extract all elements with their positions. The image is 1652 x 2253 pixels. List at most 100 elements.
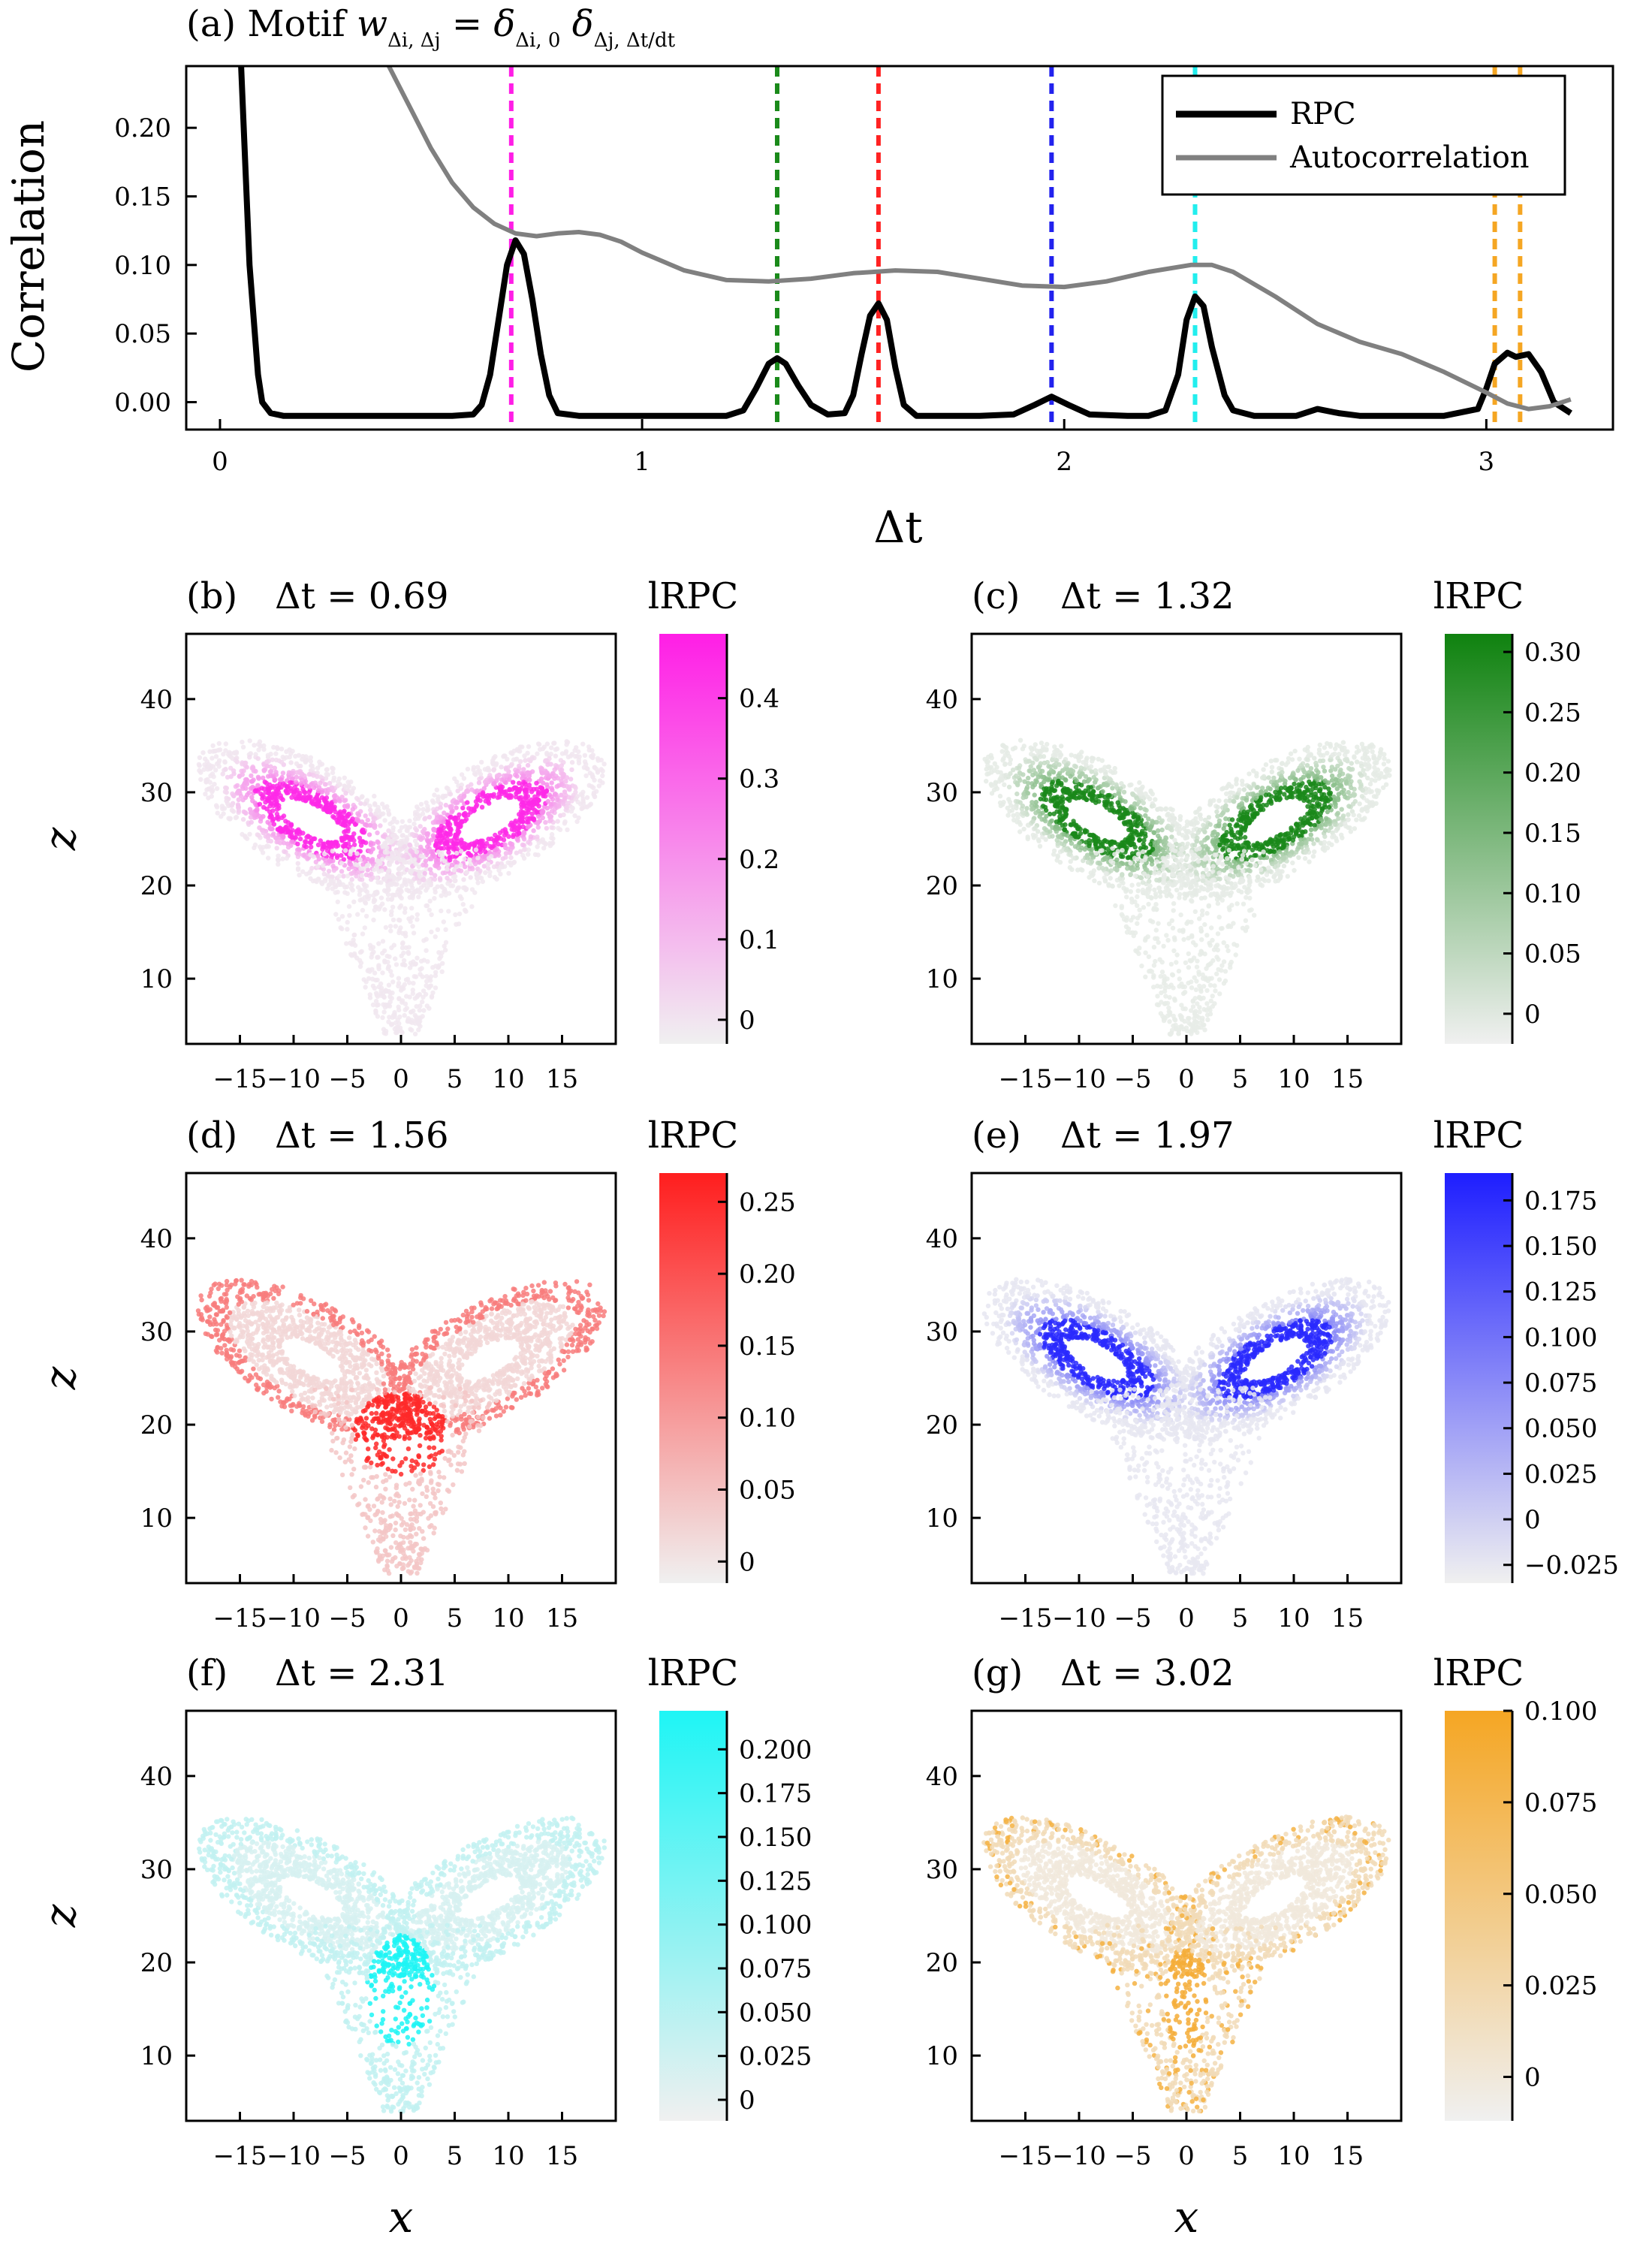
scatter-point [339, 869, 344, 873]
scatter-point [517, 820, 521, 825]
scatter-point [402, 910, 407, 915]
scatter-point [303, 795, 307, 799]
scatter-point [397, 866, 402, 870]
scatter-point [342, 776, 347, 780]
scatter-point [432, 827, 436, 831]
scatter-point [465, 789, 469, 793]
scatter-point [314, 802, 318, 807]
scatter-point [232, 751, 237, 756]
scatter-point [429, 930, 433, 934]
scatter-point [372, 816, 377, 821]
scatter-point [255, 807, 259, 811]
scatter-point [501, 754, 505, 759]
scatter-point [421, 807, 426, 812]
scatter-point [336, 900, 340, 904]
scatter-point [397, 828, 402, 833]
scatter-point [563, 751, 568, 756]
scatter-point [544, 826, 549, 831]
scatter-point [563, 779, 568, 783]
scatter-point [235, 783, 240, 788]
scatter-point [486, 861, 490, 866]
scatter-point [296, 861, 300, 866]
scatter-point [534, 809, 538, 813]
scatter-point [284, 755, 288, 759]
scatter-point [281, 834, 285, 838]
scatter-point [436, 797, 440, 801]
scatter-point [428, 899, 433, 903]
scatter-point [589, 755, 594, 759]
scatter-point [357, 857, 362, 861]
scatter-point [394, 962, 399, 967]
scatter-point [279, 829, 283, 834]
scatter-point [316, 843, 321, 847]
scatter-point [587, 803, 592, 807]
scatter-point [422, 849, 427, 853]
scatter-point [309, 866, 314, 870]
scatter-point [198, 777, 203, 782]
scatter-point [387, 868, 391, 873]
scatter-point [256, 775, 261, 780]
legend-label-rpc: RPC [1290, 97, 1356, 131]
scatter-point [298, 837, 303, 841]
scatter-point [439, 815, 443, 819]
scatter-point [475, 803, 479, 807]
scatter-point [539, 777, 544, 781]
scatter-point [390, 839, 394, 843]
scatter-point [333, 912, 338, 916]
scatter-point [339, 853, 343, 858]
scatter-point [526, 825, 530, 829]
scatter-point [469, 810, 473, 814]
scatter-point [327, 859, 332, 864]
scatter-point [275, 846, 279, 850]
scatter-point [515, 747, 520, 752]
scatter-point [495, 847, 499, 852]
panel-a-ytick-label: 0.15 [114, 182, 171, 213]
scatter-point [436, 820, 440, 825]
scatter-point [433, 985, 438, 990]
scatter-point [297, 873, 301, 877]
scatter-point [444, 940, 448, 945]
scatter-point [342, 830, 346, 834]
scatter-point [329, 801, 333, 806]
scatter-point [524, 811, 529, 816]
scatter-point [406, 878, 411, 882]
scatter-point [457, 795, 462, 800]
scatter-point [367, 832, 372, 837]
scatter-point [375, 876, 379, 880]
scatter-point [371, 1003, 375, 1007]
scatter-point [320, 762, 324, 766]
scatter-point [304, 783, 309, 788]
scatter-point [265, 820, 270, 825]
scatter-point [549, 825, 553, 830]
scatter-point [565, 806, 569, 810]
panel-a-ytick-label: 0.05 [114, 319, 171, 349]
scatter-point [398, 849, 402, 853]
scatter-point [512, 786, 517, 790]
scatter-point [252, 743, 256, 747]
scatter-point [368, 807, 372, 812]
scatter-point [555, 795, 559, 800]
scatter-point [506, 871, 511, 876]
scatter-point [219, 814, 223, 819]
scatter-point [528, 802, 532, 807]
scatter-point [422, 816, 427, 821]
scatter-point [549, 752, 553, 756]
scatter-point [577, 755, 581, 759]
scatter-point [264, 843, 269, 848]
scatter-point [433, 887, 437, 891]
scatter-point [517, 831, 521, 835]
scatter-point [582, 765, 586, 770]
scatter-point [587, 748, 592, 753]
scatter-point [425, 1003, 430, 1008]
scatter-point [382, 907, 387, 912]
scatter-point [600, 768, 604, 773]
scatter-point [461, 877, 466, 882]
scatter-point [416, 807, 421, 812]
scatter-point [418, 1008, 422, 1012]
scatter-point [418, 837, 423, 842]
scatter-point [442, 919, 446, 924]
scatter-point [294, 795, 298, 800]
scatter-point [508, 750, 513, 755]
scatter-point [460, 806, 465, 810]
scatter-point [288, 830, 293, 834]
